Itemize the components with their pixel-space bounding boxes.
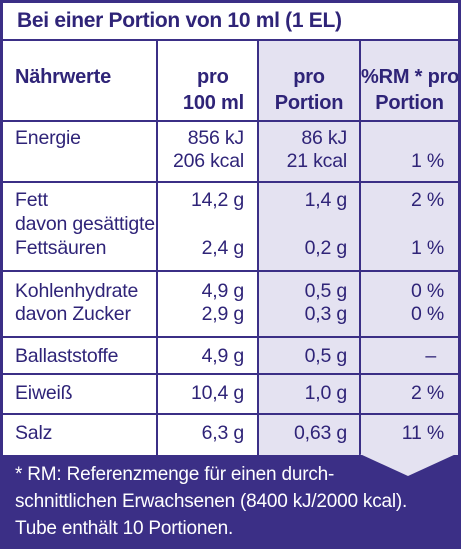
header-rm-line2: Portion [375,92,444,114]
row-ballaststoffe-rm: – [425,345,436,367]
row-eiweiss-label: Eiweiß [15,382,73,404]
row-ballaststoffe-portion: 0,5 g [304,345,348,367]
title-divider [3,39,458,41]
footnote-line-1: * RM: Referenzmenge für einen durch- [15,464,335,485]
row-divider-kohlenhydrate [3,336,458,338]
footnote-box: * RM: Referenzmenge für einen durch- sch… [3,455,458,546]
header-pro-portion-line2: Portion [274,92,344,114]
row-salz-label: Salz [15,422,53,444]
row-eiweiss-per100: 10,4 g [190,382,244,404]
row-energie-rm: 1 % [410,150,444,172]
row-eiweiss-rm: 2 % [410,382,444,404]
footnote-line-3: Tube enthält 10 Portionen. [15,518,234,539]
row-fett-portion: 1,4 g [304,189,348,211]
row-divider-ballaststoffe [3,373,458,375]
portion-title: Bei einer Portion von 10 ml (1 EL) [3,3,458,39]
row-energie-portion-kcal: 21 kcal [286,150,348,172]
row-energie-portion-kj: 86 kJ [301,127,347,149]
column-divider-1 [156,39,158,455]
footnote-line-2: schnittlichen Erwachsenen (8400 kJ/2000 … [15,491,408,512]
row-kohlenhydrate-portion: 0,5 g [304,280,348,302]
row-fett-label: Fett [15,189,48,211]
row-energie-label: Energie [15,127,81,149]
row-fett-sub-label-1: davon gesättigte [15,213,155,235]
row-kohlenhydrate-per100: 4,9 g [201,280,245,302]
column-divider-2 [257,39,259,455]
row-salz-per100: 6,3 g [201,422,245,444]
row-fett-sub-rm: 1 % [410,237,444,259]
row-fett-sub-per100: 2,4 g [201,237,245,259]
header-naehrwerte: Nährwerte [15,66,112,88]
row-kohlenhydrate-rm: 0 % [410,280,444,302]
row-divider-fett [3,270,458,272]
row-salz-rm: 11 % [401,422,444,444]
row-divider-energie [3,181,458,183]
header-pro-100ml-line1: pro [197,66,229,88]
header-pro-100ml-line2: 100 ml [182,92,244,114]
row-eiweiss-portion: 1,0 g [304,382,348,404]
row-ballaststoffe-per100: 4,9 g [201,345,245,367]
row-zucker-rm: 0 % [410,303,444,325]
row-zucker-label: davon Zucker [15,303,131,325]
row-fett-per100: 14,2 g [190,189,244,211]
column-divider-3 [359,39,361,455]
row-divider-eiweiss [3,413,458,415]
row-zucker-per100: 2,9 g [201,303,245,325]
portion-columns-shading [259,39,458,461]
row-fett-sub-portion: 0,2 g [304,237,348,259]
rm-column-arrow [360,454,456,476]
header-divider [3,120,458,122]
row-energie-per100-kcal: 206 kcal [172,150,244,172]
header-pro-portion-line1: pro [293,66,325,88]
row-salz-portion: 0,63 g [293,422,347,444]
row-ballaststoffe-label: Ballaststoffe [15,345,119,367]
row-energie-per100-kj: 856 kJ [187,127,244,149]
row-zucker-portion: 0,3 g [304,303,348,325]
row-fett-rm: 2 % [410,189,444,211]
row-fett-sub-label-2: Fettsäuren [15,237,107,259]
header-rm-line1: %RM * pro [361,66,460,88]
row-kohlenhydrate-label: Kohlenhydrate [15,280,139,302]
